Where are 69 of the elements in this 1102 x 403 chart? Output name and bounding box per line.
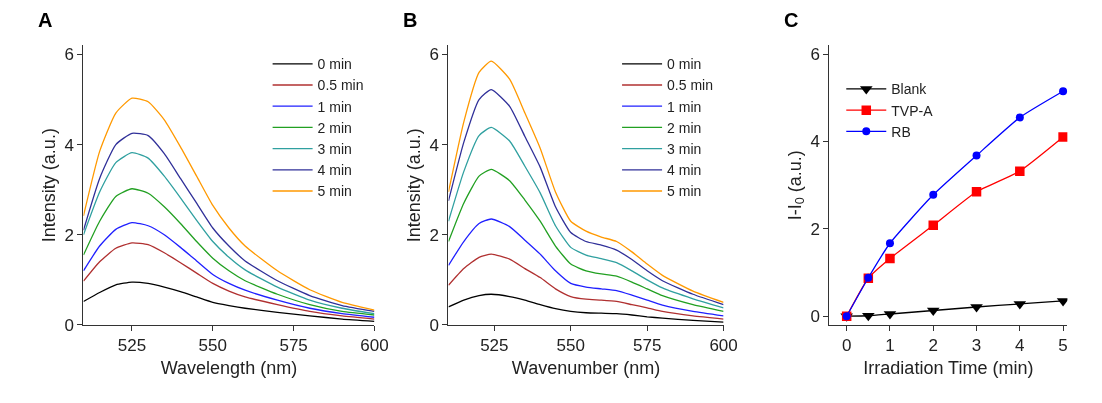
y-axis-title: Intensity (a.u.) bbox=[38, 128, 59, 243]
chart-title: A bbox=[38, 9, 53, 31]
legend-label: Blank bbox=[891, 81, 928, 98]
legend-label: 1 min bbox=[667, 98, 702, 115]
x-tick-label: 4 bbox=[1015, 336, 1025, 356]
legend-label: 0.5 min bbox=[317, 77, 364, 94]
point bbox=[926, 307, 940, 317]
line-series bbox=[83, 242, 375, 320]
y-axis-title: Intensity (a.u.) bbox=[403, 128, 424, 243]
x-tick-label: 550 bbox=[198, 336, 227, 356]
legend-label: 3 min bbox=[667, 141, 702, 158]
x-tick-label: 575 bbox=[279, 336, 308, 356]
x-tick-label: 3 bbox=[971, 336, 982, 356]
legend-label: 2 min bbox=[317, 119, 352, 136]
x-tick-label: 600 bbox=[360, 336, 389, 356]
y-tick-label: 2 bbox=[810, 219, 820, 239]
x-tick-label: 525 bbox=[117, 336, 147, 356]
legend-label: 2 min bbox=[667, 119, 702, 136]
legend-label: 0 min bbox=[667, 56, 702, 73]
point bbox=[929, 190, 938, 199]
legend-label: 0.5 min bbox=[667, 77, 713, 94]
line-series bbox=[448, 218, 724, 317]
point bbox=[928, 220, 938, 231]
legend-label: 4 min bbox=[667, 162, 702, 179]
point bbox=[885, 239, 894, 248]
point bbox=[1058, 132, 1068, 142]
legend-label: 4 min bbox=[317, 162, 352, 179]
point bbox=[1056, 298, 1068, 307]
line-series bbox=[83, 97, 375, 311]
y-tick-label: 0 bbox=[64, 315, 74, 335]
x-tick-label: 5 bbox=[1058, 336, 1068, 356]
y-tick-label: 4 bbox=[429, 135, 439, 155]
point bbox=[972, 151, 981, 160]
chart-title: C bbox=[784, 9, 799, 31]
y-tick-label: 6 bbox=[429, 45, 439, 65]
x-tick-label: 0 bbox=[841, 336, 852, 356]
point bbox=[971, 186, 982, 197]
point bbox=[1015, 113, 1024, 122]
x-tick-label: 575 bbox=[632, 336, 662, 356]
y-tick-label: 0 bbox=[429, 315, 439, 335]
x-axis-title: Wavenumber (nm) bbox=[511, 357, 661, 378]
x-axis-title: Irradiation Time (min) bbox=[863, 357, 1034, 378]
legend-label: 1 min bbox=[317, 98, 352, 115]
line-series bbox=[448, 253, 724, 320]
y-tick-label: 0 bbox=[810, 307, 820, 327]
point bbox=[1059, 87, 1068, 96]
legend-label: 5 min bbox=[317, 183, 352, 200]
legend-label: 5 min bbox=[667, 183, 702, 200]
x-tick-label: 1 bbox=[885, 336, 895, 356]
x-axis-title: Wavelength (nm) bbox=[160, 357, 298, 378]
y-tick-label: 6 bbox=[64, 45, 74, 65]
y-tick-label: 2 bbox=[429, 225, 439, 245]
point bbox=[1015, 166, 1025, 176]
legend-label: TVP-A bbox=[891, 102, 934, 119]
legend-label: 0 min bbox=[317, 56, 352, 73]
chart-title: B bbox=[403, 9, 418, 31]
y-tick-label: 6 bbox=[810, 45, 820, 65]
line-series bbox=[83, 221, 375, 318]
x-tick-label: 2 bbox=[928, 336, 938, 356]
x-tick-label: 550 bbox=[556, 336, 585, 356]
line-series bbox=[83, 281, 375, 322]
x-tick-label: 525 bbox=[480, 336, 509, 356]
legend-label: RB bbox=[891, 123, 911, 140]
point bbox=[885, 253, 895, 264]
y-tick-label: 4 bbox=[64, 135, 74, 155]
x-tick-label: 600 bbox=[709, 336, 738, 356]
y-tick-label: 2 bbox=[64, 225, 74, 245]
y-tick-label: 4 bbox=[810, 132, 820, 152]
legend-label: 3 min bbox=[317, 141, 352, 158]
